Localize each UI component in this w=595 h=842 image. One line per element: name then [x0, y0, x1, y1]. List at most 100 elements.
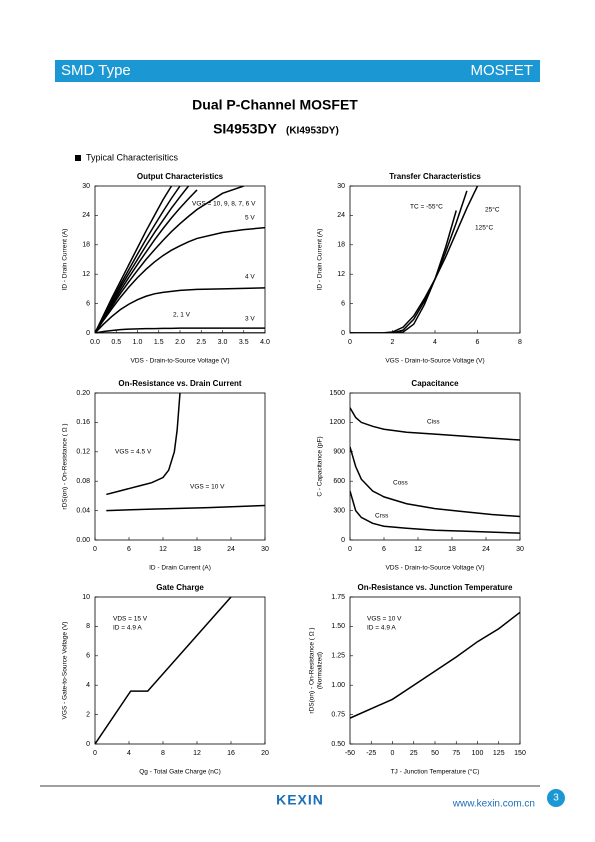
y-tick-label: 18 — [337, 242, 345, 249]
chart-title: Capacitance — [411, 379, 459, 388]
x-tick-label: 4.0 — [260, 339, 270, 346]
x-tick-label: 12 — [193, 750, 201, 757]
x-axis-label: VDS - Drain-to-Source Voltage (V) — [386, 565, 485, 572]
x-tick-label: 8 — [161, 750, 165, 757]
chart: On-Resistance vs. Drain Current 0 6 12 18 24 3… — [62, 379, 269, 572]
series-label: VGS = 4.5 V — [115, 449, 152, 456]
x-tick-label: 6 — [127, 546, 131, 553]
y-axis-label: ID - Drain Current (A) — [317, 229, 324, 291]
chart-title: Gate Charge — [156, 583, 204, 592]
chart: On-Resistance vs. Junction Temperature -5… — [309, 583, 526, 776]
x-tick-label: 2.5 — [196, 339, 206, 346]
y-tick-label: 24 — [337, 212, 345, 219]
data-line — [95, 186, 190, 333]
series-label: Coss — [393, 480, 409, 487]
x-tick-label: 20 — [261, 750, 269, 757]
annotation: ID = 4.9 A — [367, 625, 396, 632]
x-axis-label: Qg - Total Gate Charge (nC) — [139, 769, 221, 776]
header-right: MOSFET — [471, 62, 534, 79]
x-tick-label: -50 — [345, 750, 355, 757]
y-tick-label: 18 — [82, 242, 90, 249]
header-bar — [55, 60, 540, 82]
x-tick-label: 25 — [410, 750, 418, 757]
x-axis-label: VGS - Drain-to-Source Voltage (V) — [385, 358, 484, 365]
data-line — [350, 611, 520, 719]
x-tick-label: 150 — [514, 750, 526, 757]
series-label: Ciss — [427, 419, 440, 426]
y-tick-label: 24 — [82, 212, 90, 219]
y-tick-label: 4 — [86, 682, 90, 689]
series-label: VGS = 10 V — [190, 484, 225, 491]
data-line — [95, 327, 265, 333]
data-line — [350, 186, 479, 333]
y-tick-label: 0.50 — [331, 741, 345, 748]
x-tick-label: 4 — [433, 339, 437, 346]
x-tick-label: 2 — [391, 339, 395, 346]
x-tick-label: 30 — [516, 546, 524, 553]
y-tick-label: 8 — [86, 623, 90, 630]
annotation: 4 V — [245, 274, 255, 281]
y-tick-label: 30 — [337, 183, 345, 190]
series-label: TC = -55°C — [410, 203, 443, 211]
y-axis-label: VGS - Gate-to-Source Voltage (V) — [62, 622, 69, 720]
plot-frame — [94, 596, 266, 745]
y-tick-label: 1200 — [329, 419, 345, 426]
x-tick-label: 75 — [452, 750, 460, 757]
x-tick-label: 3.0 — [218, 339, 228, 346]
y-tick-label: 0 — [341, 330, 345, 337]
y-tick-label: 6 — [86, 653, 90, 660]
y-tick-label: 6 — [341, 300, 345, 307]
chart-title: Transfer Characteristics — [389, 172, 481, 181]
chart-title: On-Resistance vs. Junction Temperature — [357, 583, 513, 592]
y-tick-label: 0.16 — [76, 419, 90, 426]
x-tick-label: 2.0 — [175, 339, 185, 346]
y-tick-label: 12 — [337, 271, 345, 278]
data-line — [350, 490, 520, 534]
y-tick-label: 0 — [86, 741, 90, 748]
y-tick-label: 1.50 — [331, 623, 345, 630]
bullet — [75, 155, 81, 161]
y-axis-label: ID - Drain Current (A) — [62, 229, 69, 291]
y-tick-label: 30 — [82, 183, 90, 190]
y-tick-label: 0.08 — [76, 478, 90, 485]
y-tick-label: 300 — [333, 507, 345, 514]
x-tick-label: 8 — [518, 339, 522, 346]
y-axis-label: C - Capacitance (pF) — [317, 436, 324, 496]
x-tick-label: 24 — [227, 546, 235, 553]
y-tick-label: 0.75 — [331, 711, 345, 718]
annotation: 2, 1 V — [173, 312, 191, 319]
data-line — [95, 186, 181, 333]
data-line — [95, 287, 265, 333]
page-badge — [547, 789, 565, 807]
data-line — [95, 186, 173, 333]
x-tick-label: 125 — [493, 750, 505, 757]
y-axis-label-2: (Normalized) — [317, 652, 324, 689]
y-tick-label: 0.20 — [76, 390, 90, 397]
x-tick-label: 0 — [348, 546, 352, 553]
x-tick-label: 12 — [159, 546, 167, 553]
x-tick-label: 6 — [476, 339, 480, 346]
x-tick-label: 24 — [482, 546, 490, 553]
annotation: 3 V — [245, 316, 255, 323]
data-line — [350, 190, 468, 333]
x-tick-label: 30 — [261, 546, 269, 553]
doc-title: Dual P-Channel MOSFET — [192, 97, 358, 113]
x-tick-label: 18 — [193, 546, 201, 553]
x-tick-label: 100 — [472, 750, 484, 757]
data-line — [95, 226, 265, 333]
y-tick-label: 900 — [333, 449, 345, 456]
annotation: VGS = 10 V — [367, 616, 402, 623]
y-tick-label: 0 — [86, 330, 90, 337]
y-axis-label: rDS(on) - On-Resistance ( Ω ) — [62, 423, 69, 509]
x-tick-label: 0 — [348, 339, 352, 346]
x-tick-label: 0 — [93, 546, 97, 553]
x-tick-label: 0 — [391, 750, 395, 757]
annotation: VDS = 15 V — [113, 616, 148, 623]
x-tick-label: 0 — [93, 750, 97, 757]
footer-url: www.kexin.com.cn — [452, 799, 535, 810]
chart-title: Output Characteristics — [137, 172, 224, 181]
x-tick-label: 18 — [448, 546, 456, 553]
chart: Output Characteristics 0.0 0.5 1.0 1.5 2.0 2.5… — [62, 172, 270, 365]
y-axis-label: rDS(on) - On-Resistance ( Ω ) — [309, 627, 316, 713]
